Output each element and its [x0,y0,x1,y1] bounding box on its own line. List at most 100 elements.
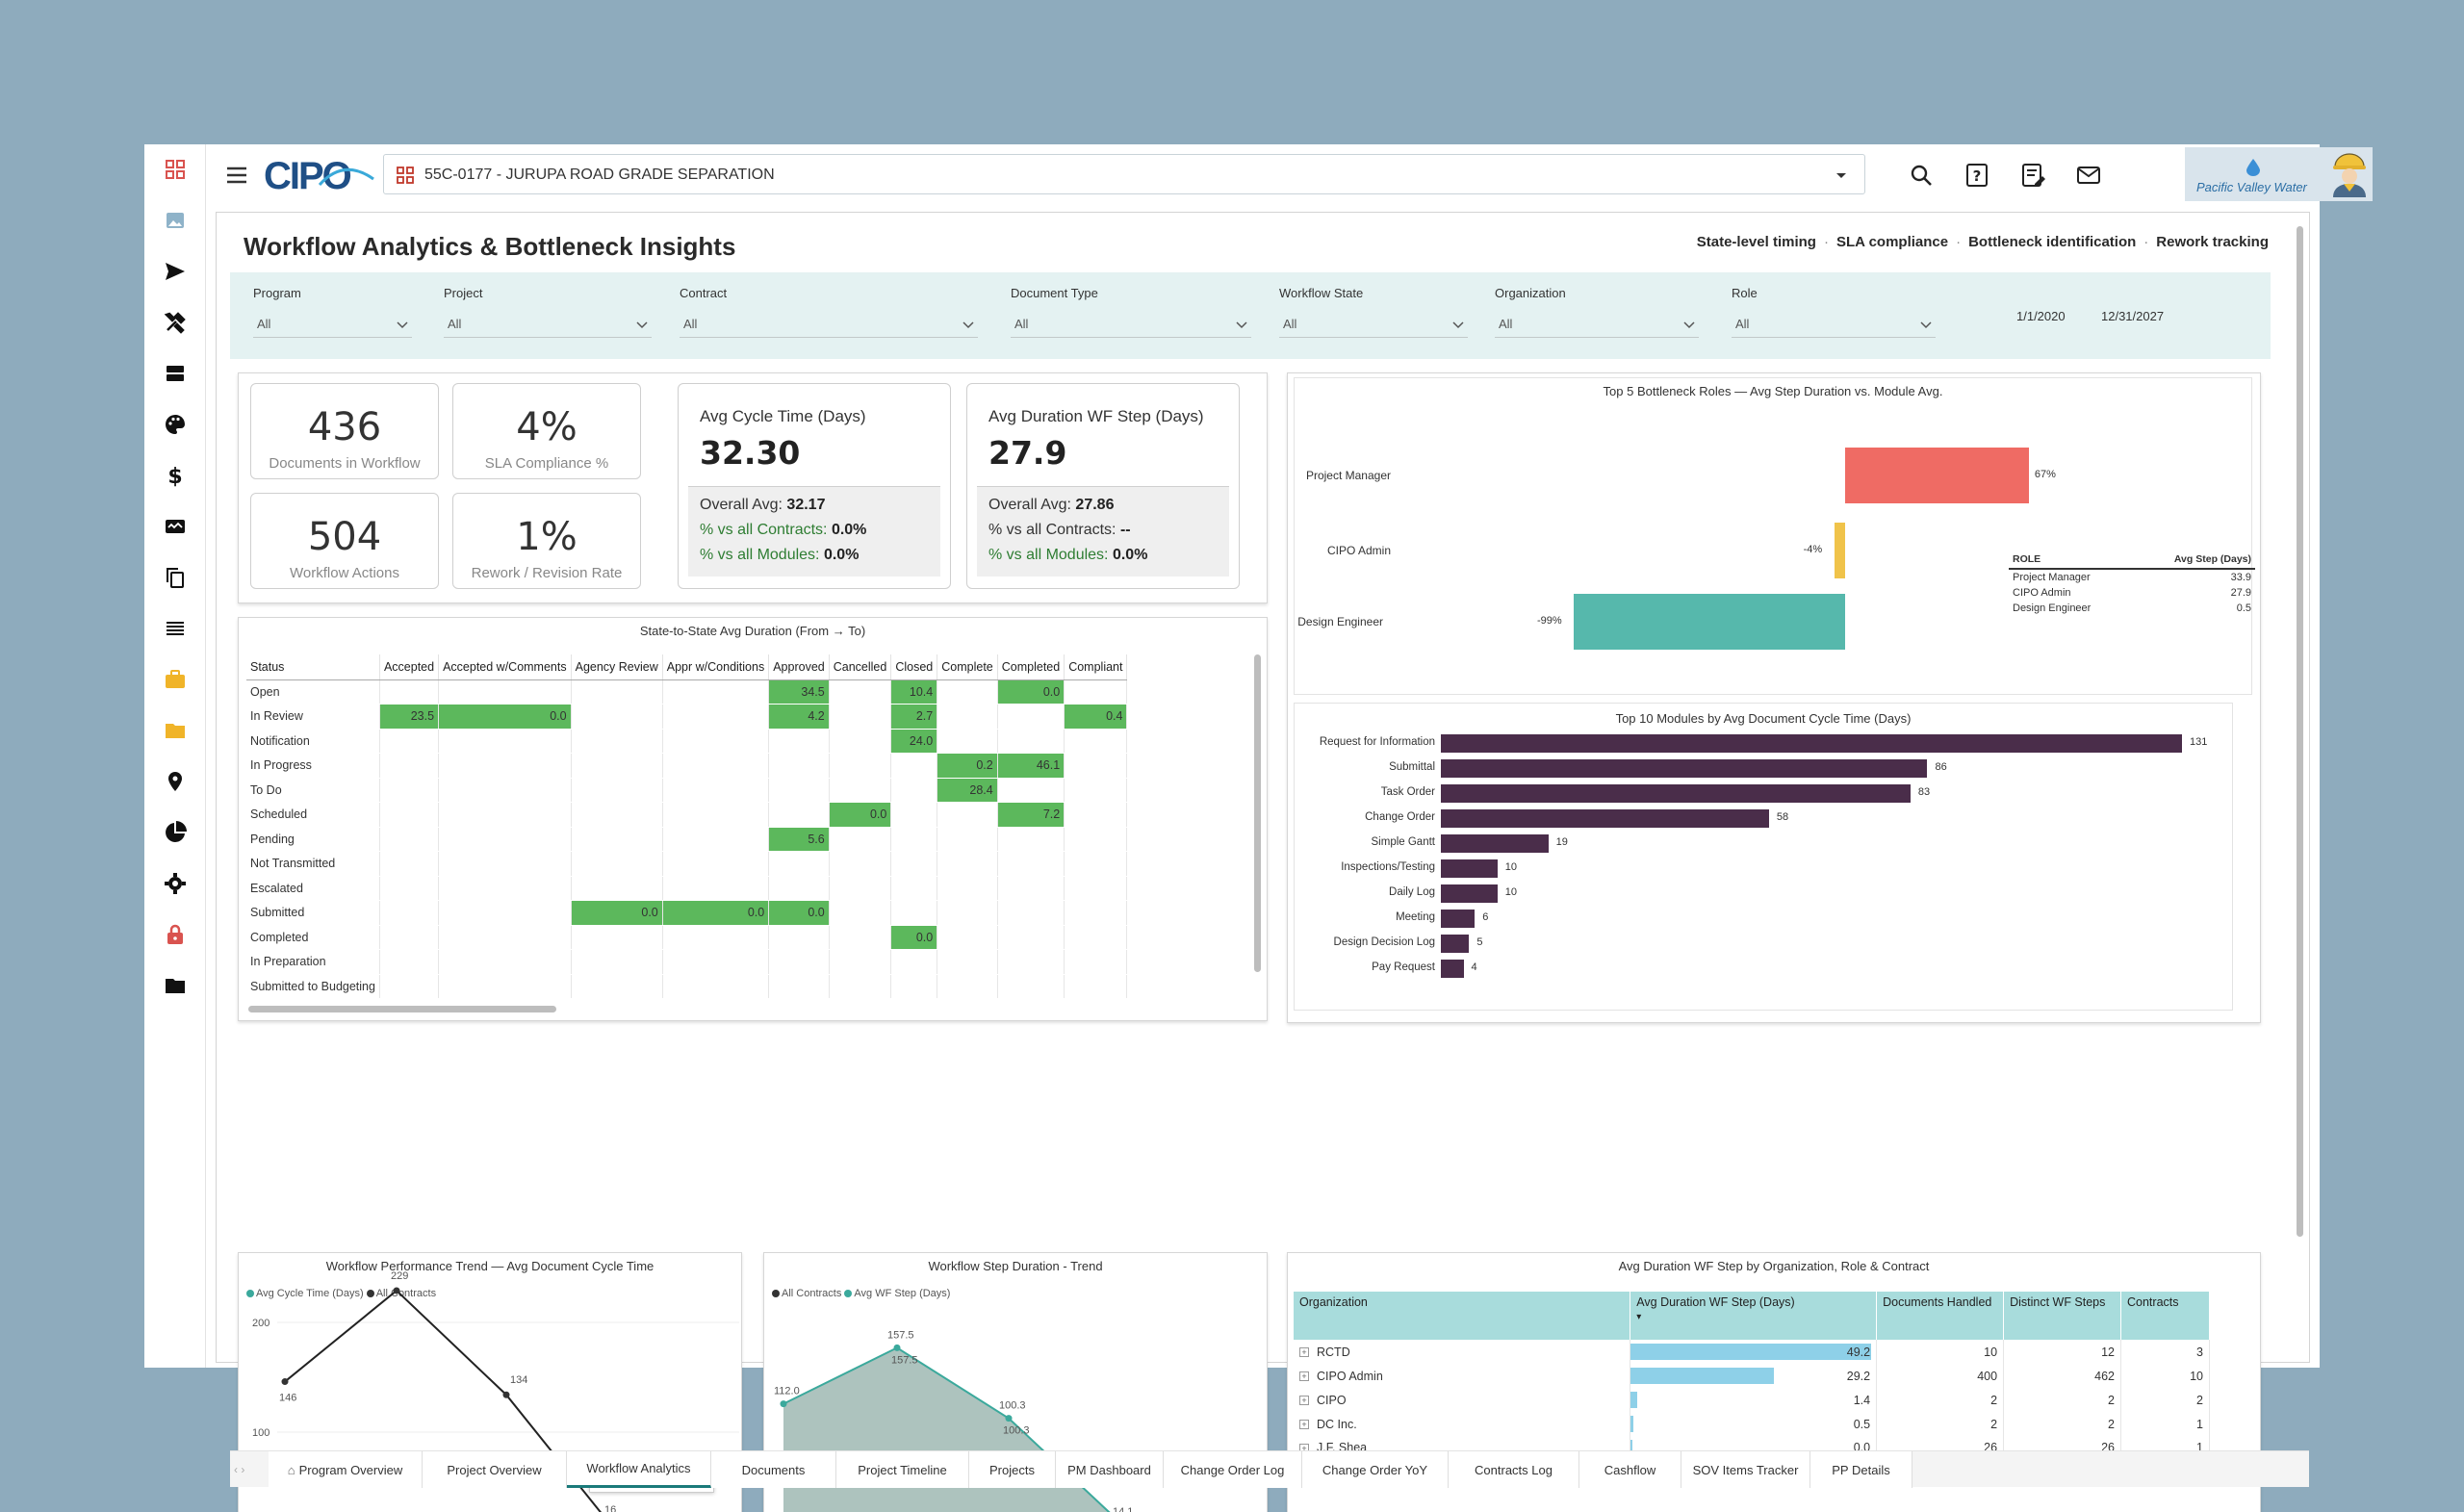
horizontal-scrollbar[interactable] [248,1006,556,1012]
matrix-column-header[interactable]: Status [246,654,380,680]
tab-pp-details[interactable]: PP Details [1810,1451,1912,1488]
hamburger-menu-icon[interactable] [223,162,250,189]
matrix-column-header[interactable]: Accepted w/Comments [438,654,572,680]
bar[interactable] [1441,759,1928,778]
apps-icon[interactable] [160,154,191,185]
matrix-column-header[interactable]: Agency Review [571,654,663,680]
org-column-header[interactable]: Organization [1294,1292,1631,1340]
filter-organization[interactable]: Organization All [1495,286,1699,338]
filter-dropdown[interactable]: All [1495,311,1699,338]
storage-icon[interactable] [160,358,191,389]
tab-project-overview[interactable]: Project Overview [423,1451,567,1488]
vertical-scrollbar[interactable] [1254,654,1261,972]
filter-dropdown[interactable]: All [680,311,978,338]
bar[interactable] [1441,809,1769,828]
image-icon[interactable] [160,205,191,236]
lock-icon[interactable] [160,919,191,950]
project-selector[interactable]: 55C-0177 - JURUPA ROAD GRADE SEPARATION [383,154,1865,194]
filter-contract[interactable]: Contract All [680,286,978,338]
settings-icon[interactable] [160,868,191,899]
data-point[interactable] [502,1391,510,1398]
bar[interactable] [1441,960,1464,978]
tab-change-order-yoy[interactable]: Change Order YoY [1302,1451,1449,1488]
tab-projects[interactable]: Projects [969,1451,1056,1488]
org-row[interactable]: + RCTD 49.2 10 12 3 [1294,1340,2210,1364]
folder-dark-icon[interactable] [160,970,191,1001]
matrix-column-header[interactable]: Appr w/Conditions [662,654,770,680]
briefcase-icon[interactable] [160,664,191,695]
location-icon[interactable] [160,766,191,797]
tab-change-order-log[interactable]: Change Order Log [1164,1451,1302,1488]
filter-dropdown[interactable]: All [253,311,412,338]
org-column-header[interactable]: Documents Handled [1876,1292,2005,1340]
expand-icon[interactable]: + [1299,1371,1309,1382]
tab-pm-dashboard[interactable]: PM Dashboard [1056,1451,1164,1488]
tab-workflow-analytics[interactable]: Workflow Analytics [567,1451,711,1488]
bar[interactable] [1441,834,1549,853]
bar[interactable] [1845,448,2029,503]
tab-sov-items-tracker[interactable]: SOV Items Tracker [1681,1451,1810,1488]
filter-workflow-state[interactable]: Workflow State All [1279,286,1468,338]
org-column-header[interactable]: Contracts [2120,1292,2210,1340]
tab-cashflow[interactable]: Cashflow [1579,1451,1681,1488]
org-column-header[interactable]: Avg Duration WF Step (Days) ▾ [1630,1292,1878,1340]
dollar-icon[interactable]: $ [160,460,191,491]
sort-desc-icon[interactable]: ▾ [1636,1312,1642,1322]
tools-icon[interactable] [160,307,191,338]
filter-dropdown[interactable]: All [1732,311,1936,338]
edit-document-icon[interactable] [2019,162,2046,189]
data-point[interactable] [780,1400,787,1408]
expand-icon[interactable]: + [1299,1420,1309,1430]
bar[interactable] [1441,884,1498,903]
vertical-scrollbar[interactable] [2297,226,2303,1237]
bar[interactable] [1574,594,1845,650]
expand-icon[interactable]: + [1299,1347,1309,1358]
tab-documents[interactable]: Documents [711,1451,836,1488]
matrix-column-header[interactable]: Completed [997,654,1065,680]
bar[interactable] [1441,935,1470,953]
pie-chart-icon[interactable] [160,817,191,848]
tab-contracts-log[interactable]: Contracts Log [1449,1451,1579,1488]
data-point[interactable] [281,1378,289,1386]
org-row[interactable]: + DC Inc. 0.5 2 2 1 [1294,1412,2210,1436]
cipo-logo[interactable]: CIPO [262,152,377,198]
matrix-column-header[interactable]: Accepted [379,654,440,680]
bar[interactable] [1441,910,1476,928]
bar[interactable] [1441,784,1911,803]
filter-dropdown[interactable]: All [444,311,652,338]
billing-icon[interactable] [160,511,191,542]
org-row[interactable]: + CIPO Admin 29.2 400 462 10 [1294,1364,2210,1388]
bar[interactable] [1834,523,1845,578]
list-icon[interactable] [160,613,191,644]
matrix-column-header[interactable]: Cancelled [829,654,892,680]
matrix-column-header[interactable]: Approved [768,654,830,680]
avg-step-header[interactable]: Avg Step (Days) [2173,553,2251,565]
matrix-column-header[interactable]: Closed [890,654,938,680]
filter-document-type[interactable]: Document Type All [1011,286,1251,338]
filter-program[interactable]: Program All [253,286,412,338]
bar[interactable] [1441,734,2182,753]
matrix-column-header[interactable]: Compliant [1064,654,1128,680]
date-start-input[interactable]: 1/1/2020 [2016,309,2066,323]
folder-icon[interactable] [160,715,191,746]
filter-dropdown[interactable]: All [1011,311,1251,338]
expand-icon[interactable]: + [1299,1396,1309,1406]
filter-role[interactable]: Role All [1732,286,1936,338]
org-row[interactable]: + CIPO 1.4 2 2 2 [1294,1388,2210,1412]
org-column-header[interactable]: Distinct WF Steps [2003,1292,2121,1340]
data-point[interactable] [1005,1415,1013,1422]
mail-icon[interactable] [2075,162,2102,189]
palette-icon[interactable] [160,409,191,440]
filter-project[interactable]: Project All [444,286,652,338]
matrix-column-header[interactable]: Complete [937,654,998,680]
data-point[interactable] [393,1287,400,1294]
organization-brand[interactable]: Pacific Valley Water [2185,147,2373,201]
tab-scroll-arrows-icon[interactable]: ‹ › [234,1463,245,1476]
avatar[interactable] [2329,151,2370,197]
search-icon[interactable] [1908,162,1935,189]
send-icon[interactable] [160,256,191,287]
bar[interactable] [1441,859,1498,878]
tab-program-overview[interactable]: ⌂ Program Overview [269,1451,423,1488]
date-end-input[interactable]: 12/31/2027 [2101,309,2165,323]
tab-project-timeline[interactable]: Project Timeline [836,1451,969,1488]
